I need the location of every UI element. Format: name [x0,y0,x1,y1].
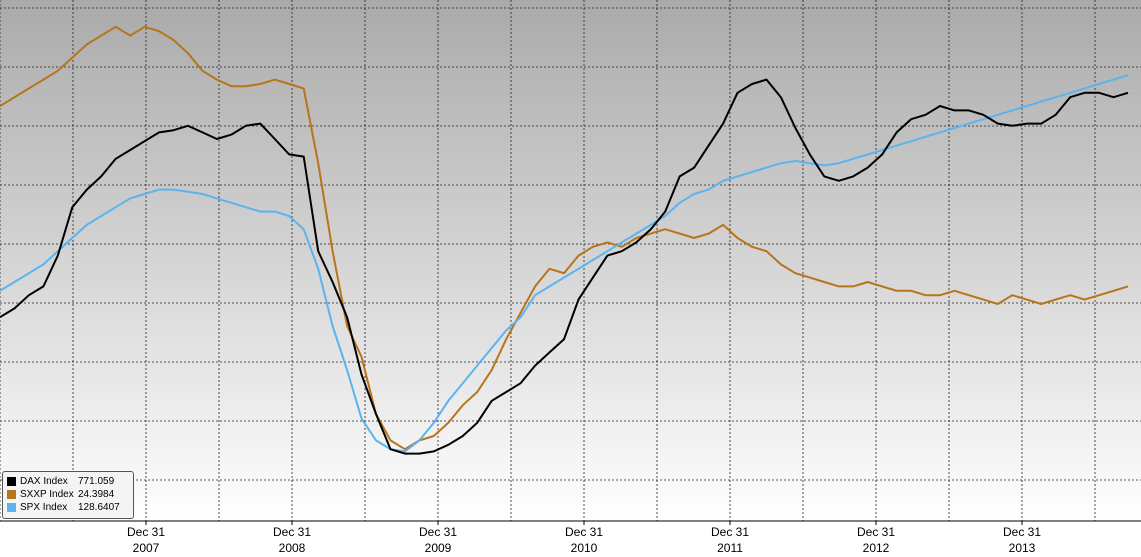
x-tick-label-year: 2007 [133,541,160,555]
x-tick-label-day: Dec 31 [711,525,749,539]
plot-background [0,0,1141,521]
legend-value: 771.059 [78,476,115,487]
x-tick-label-year: 2010 [571,541,598,555]
x-tick-label-day: Dec 31 [857,525,895,539]
legend-label: DAX Index [20,476,68,487]
legend: DAX Index 771.059 SXXP Index 24.3984 SPX… [2,471,134,519]
legend-swatch [7,477,16,486]
x-tick-label-day: Dec 31 [127,525,165,539]
legend-label: SXXP Index [20,489,74,500]
x-tick-label-day: Dec 31 [1003,525,1041,539]
legend-swatch [7,503,16,512]
legend-item-dax: DAX Index 771.059 [7,475,129,488]
legend-label: SPX Index [20,502,68,513]
x-tick-label-day: Dec 31 [273,525,311,539]
series-line-spx [0,74,1129,453]
legend-item-spx: SPX Index 128.6407 [7,501,129,514]
x-tick-label-year: 2009 [425,541,452,555]
x-tick-label-year: 2013 [1009,541,1036,555]
legend-value: 128.6407 [78,502,120,513]
x-tick-label-year: 2012 [863,541,890,555]
x-tick-label-day: Dec 31 [419,525,457,539]
x-axis-ticks: Dec 31 2007 Dec 31 2008 Dec 31 2009 Dec 31 2010… [127,521,1041,555]
x-tick-label-year: 2011 [717,541,743,555]
legend-item-sxxp: SXXP Index 24.3984 [7,488,129,501]
series-line-sxxp [0,25,1129,451]
legend-swatch [7,490,16,499]
series-lines [0,25,1129,455]
x-axis-band [0,521,1141,557]
x-tick-label-day: Dec 31 [565,525,603,539]
grid [0,0,1141,521]
x-tick-label-year: 2008 [279,541,306,555]
legend-value: 24.3984 [78,489,115,500]
series-line-dax [0,78,1129,455]
